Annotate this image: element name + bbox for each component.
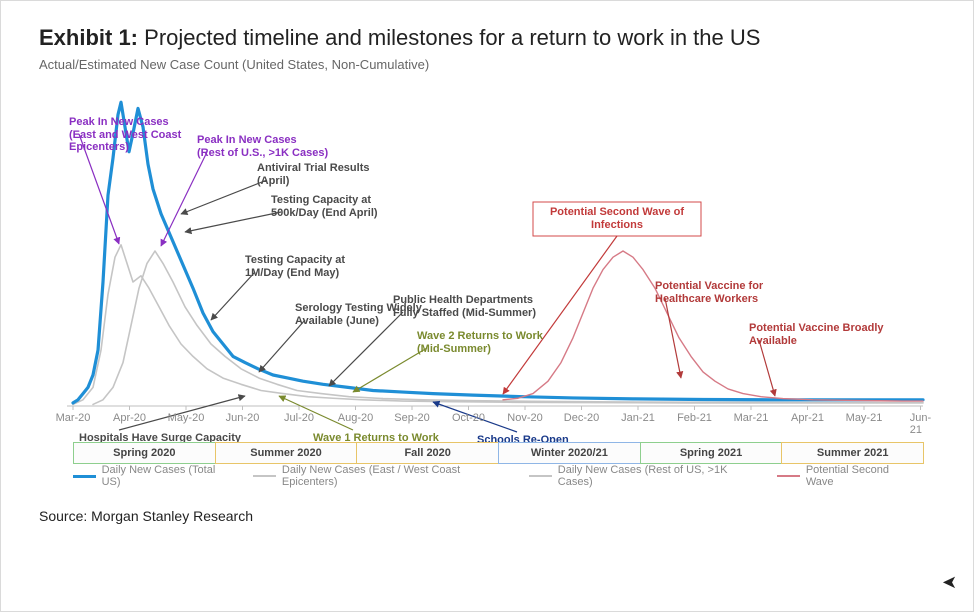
exhibit-card: Exhibit 1: Projected timeline and milest… (0, 0, 974, 612)
x-tick-label: Mar-20 (56, 412, 91, 424)
legend-item: Potential Second Wave (777, 464, 913, 488)
x-tick-label: Feb-21 (677, 412, 712, 424)
x-tick-label: Mar-21 (734, 412, 769, 424)
season-cell: Summer 2021 (781, 442, 924, 464)
exhibit-subtitle: Actual/Estimated New Case Count (United … (39, 57, 945, 72)
legend: Daily New Cases (Total US) Daily New Case… (73, 464, 913, 488)
x-tick-label: Jun-21 (910, 412, 931, 436)
legend-label: Daily New Cases (Rest of US, >1K Cases) (558, 464, 753, 488)
x-tick-label: May-20 (168, 412, 205, 424)
season-bar: Spring 2020Summer 2020Fall 2020Winter 20… (73, 442, 923, 464)
legend-swatch (253, 475, 276, 477)
x-tick-label: Apr-20 (113, 412, 146, 424)
legend-label: Potential Second Wave (806, 464, 913, 488)
legend-swatch (777, 475, 800, 477)
x-tick-label: Sep-20 (394, 412, 429, 424)
x-tick-label: Jan-21 (621, 412, 655, 424)
legend-label: Daily New Cases (Total US) (102, 464, 230, 488)
cursor-icon: ➤ (942, 572, 957, 593)
season-cell: Spring 2020 (73, 442, 216, 464)
season-cell: Winter 2020/21 (498, 442, 641, 464)
chart-area: Mar-20 Apr-20 May-20 Jun-20 Jul-20 Aug-20 Sep-… (33, 76, 933, 506)
legend-item: Daily New Cases (Total US) (73, 464, 229, 488)
x-tick-label: Jun-20 (226, 412, 260, 424)
season-cell: Spring 2021 (640, 442, 783, 464)
x-tick-label: Apr-21 (791, 412, 824, 424)
x-tick-label: Dec-20 (564, 412, 599, 424)
x-tick-label: Aug-20 (338, 412, 373, 424)
legend-swatch (529, 475, 552, 477)
x-tick-label: May-21 (846, 412, 883, 424)
legend-label: Daily New Cases (East / West Coast Epice… (282, 464, 505, 488)
x-tick-label: Jul-20 (284, 412, 314, 424)
x-tick-label: Oct-20 (452, 412, 485, 424)
exhibit-label: Exhibit 1: (39, 25, 138, 50)
legend-item: Daily New Cases (Rest of US, >1K Cases) (529, 464, 753, 488)
x-tick-label: Nov-20 (507, 412, 542, 424)
legend-swatch (73, 475, 96, 478)
exhibit-title-line: Exhibit 1: Projected timeline and milest… (39, 25, 945, 51)
legend-item: Daily New Cases (East / West Coast Epice… (253, 464, 505, 488)
source-line: Source: Morgan Stanley Research (39, 508, 945, 524)
season-cell: Summer 2020 (215, 442, 358, 464)
exhibit-title: Projected timeline and milestones for a … (144, 25, 760, 50)
season-cell: Fall 2020 (356, 442, 499, 464)
